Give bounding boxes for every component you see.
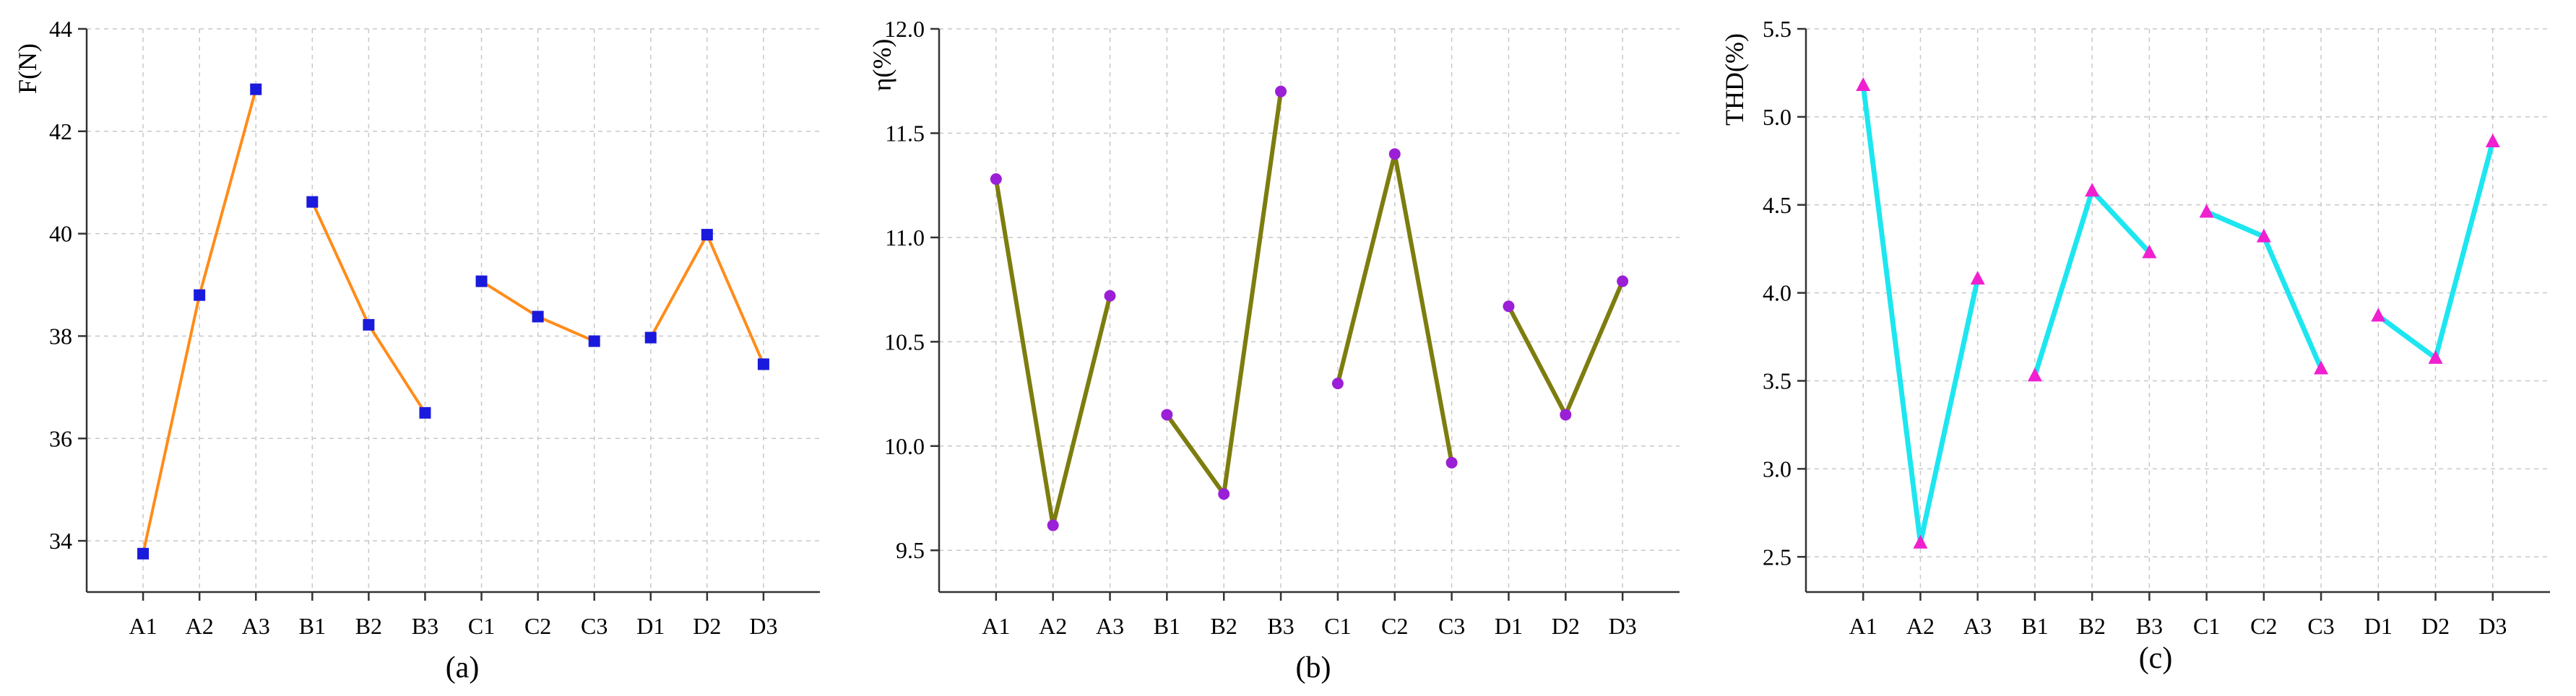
panel-a-ytick-label-3: 40 <box>49 221 72 247</box>
panel-b-xtick-label-c3: C3 <box>1438 613 1465 639</box>
panel-a-xtick-label-c1: C1 <box>468 613 495 639</box>
panel-a-xtick-label-d2: D2 <box>693 613 721 639</box>
panel-a-point-d2 <box>701 229 713 240</box>
panel-b-point-d1 <box>1503 300 1514 312</box>
panel-a-point-c3 <box>589 336 600 347</box>
panel-c-ytick-label-4: 4.5 <box>1763 192 1791 218</box>
panel-c-ytick-label-2: 3.5 <box>1763 368 1791 394</box>
panel-c-ytick-label-5: 5.0 <box>1763 104 1791 130</box>
panel-b-xtick-label-d2: D2 <box>1552 613 1580 639</box>
panel-c-xtick-label-d3: D3 <box>2478 613 2507 639</box>
panel-a-ylabel: F(N) <box>13 43 42 94</box>
panel-a-ytick-label-0: 34 <box>49 528 72 554</box>
panel-a-point-a1 <box>137 548 149 560</box>
panel-b-point-b1 <box>1161 409 1172 420</box>
panel-b-point-b2 <box>1218 488 1229 500</box>
panel-c-ytick-label-0: 2.5 <box>1763 544 1791 570</box>
panel-a-xtick-label-a3: A3 <box>242 613 270 639</box>
panel-a-xtick-label-a1: A1 <box>129 613 157 639</box>
panel-b-point-a2 <box>1047 520 1059 531</box>
panel-b-ytick-label-5: 12.0 <box>884 16 925 42</box>
panel-a-point-a3 <box>250 84 262 95</box>
panel-c-xtick-label-c2: C2 <box>2250 613 2277 639</box>
panel-b-point-d2 <box>1560 409 1571 420</box>
panel-a-point-c2 <box>532 311 544 323</box>
panel-b-ytick-label-2: 10.5 <box>884 329 925 354</box>
panel-a-caption: (a) <box>446 651 480 684</box>
panel-c-xtick-label-b3: B3 <box>2136 613 2163 639</box>
panel-c-xtick-label-a3: A3 <box>1963 613 1992 639</box>
panel-a-point-d1 <box>645 332 657 344</box>
panel-b-point-b3 <box>1275 86 1287 97</box>
panel-a-point-c1 <box>476 276 488 287</box>
panel-c-xtick-label-a1: A1 <box>1849 613 1877 639</box>
panel-b-xtick-label-d1: D1 <box>1495 613 1523 639</box>
panel-a-ytick-label-2: 38 <box>49 323 72 349</box>
panel-c-xtick-label-c3: C3 <box>2307 613 2334 639</box>
panel-b-point-c2 <box>1389 148 1401 160</box>
panel-b-xtick-label-a1: A1 <box>982 613 1010 639</box>
panel-b-xtick-label-a3: A3 <box>1096 613 1124 639</box>
panel-a-point-d3 <box>758 358 769 370</box>
panel-c-xtick-label-d2: D2 <box>2421 613 2450 639</box>
panel-b-ytick-label-1: 10.0 <box>884 433 925 459</box>
panel-c-xtick-label-a2: A2 <box>1906 613 1935 639</box>
panel-a-ytick-label-1: 36 <box>49 425 72 451</box>
panel-b-ylabel: η(%) <box>868 39 896 92</box>
panel-b-point-a1 <box>990 173 1002 185</box>
panel-a-point-b2 <box>363 319 374 331</box>
panel-c-xtick-label-b2: B2 <box>2078 613 2105 639</box>
panel-b-point-d3 <box>1617 276 1628 287</box>
panel-c-xtick-label-d1: D1 <box>2364 613 2393 639</box>
panel-b-xtick-label-b3: B3 <box>1267 613 1294 639</box>
panel-c-ylabel: THD(%) <box>1720 33 1749 126</box>
panel-c-xtick-label-b1: B1 <box>2021 613 2048 639</box>
panel-a-xtick-label-b2: B2 <box>355 613 382 639</box>
panel-a-point-b3 <box>419 407 431 419</box>
panel-b-xtick-label-c2: C2 <box>1381 613 1408 639</box>
panel-b-xtick-label-b1: B1 <box>1154 613 1180 639</box>
panel-b-xtick-label-d3: D3 <box>1609 613 1637 639</box>
panel-a-ytick-label-4: 42 <box>49 118 72 144</box>
panel-b-point-a3 <box>1105 290 1116 302</box>
panel-a-xtick-label-b1: B1 <box>299 613 326 639</box>
panel-b-xtick-label-c1: C1 <box>1324 613 1351 639</box>
panel-b-caption: (b) <box>1296 651 1331 684</box>
panel-b-ytick-label-0: 9.5 <box>896 537 925 563</box>
panel-c-ytick-label-6: 5.5 <box>1763 16 1791 42</box>
panel-a-ytick-label-5: 44 <box>49 16 72 42</box>
panel-c-xtick-label-c1: C1 <box>2193 613 2220 639</box>
panel-a-point-b1 <box>306 196 318 208</box>
panel-a-xtick-label-a2: A2 <box>186 613 214 639</box>
panel-b-ytick-label-3: 11.0 <box>885 225 925 251</box>
panel-c-caption: (c) <box>2139 642 2173 675</box>
panel-b-xtick-label-a2: A2 <box>1039 613 1067 639</box>
panel-b-point-c3 <box>1446 457 1458 469</box>
panel-a-xtick-label-b3: B3 <box>412 613 438 639</box>
panel-c-ytick-label-3: 4.0 <box>1763 280 1791 306</box>
panel-c-ytick-label-1: 3.0 <box>1763 456 1791 482</box>
panel-a-point-a2 <box>194 290 205 301</box>
panel-b-ytick-label-4: 11.5 <box>885 120 925 146</box>
panel-b-xtick-label-b2: B2 <box>1211 613 1237 639</box>
panel-a-xtick-label-d3: D3 <box>749 613 777 639</box>
panel-a-xtick-label-c3: C3 <box>581 613 608 639</box>
panel-b-point-c1 <box>1332 378 1344 389</box>
panel-a-xtick-label-d1: D1 <box>636 613 665 639</box>
panel-a-xtick-label-c2: C2 <box>524 613 551 639</box>
